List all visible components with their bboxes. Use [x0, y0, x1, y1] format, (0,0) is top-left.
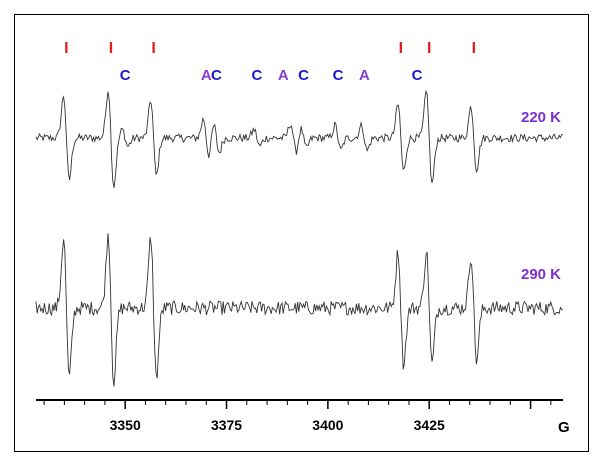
annotation-i: I — [399, 40, 403, 57]
chart-frame — [14, 14, 589, 452]
annotation-i: I — [151, 40, 155, 57]
annotation-i: I — [64, 40, 68, 57]
annotation-i: I — [109, 40, 113, 57]
annotation-c: C — [298, 67, 309, 84]
annotation-c: C — [252, 67, 263, 84]
annotation-c: C — [211, 67, 222, 84]
x-tick-label: 3350 — [110, 417, 141, 433]
x-tick-label: 3400 — [312, 417, 343, 433]
annotation-c: C — [333, 67, 344, 84]
annotation-a: A — [278, 67, 289, 84]
annotation-i: I — [472, 40, 476, 57]
series-label: 220 K — [521, 109, 561, 126]
annotation-c: C — [120, 67, 131, 84]
series-label: 290 K — [521, 266, 561, 283]
annotation-i: I — [427, 40, 431, 57]
annotation-a: A — [201, 67, 212, 84]
x-axis: 3350 3375 3400 3425 — [36, 399, 563, 433]
annotation-a: A — [359, 67, 370, 84]
x-tick-label: 3375 — [211, 417, 242, 433]
line-annotations: I I I I I IC A C C A C C A C — [64, 40, 476, 84]
series-trace-0 — [35, 89, 563, 188]
x-axis-label: G — [558, 419, 570, 436]
series-trace-1 — [35, 233, 564, 387]
x-tick-label: 3425 — [414, 417, 445, 433]
spectrum-traces: 220 K 290 K — [35, 89, 564, 387]
annotation-c: C — [412, 67, 423, 84]
